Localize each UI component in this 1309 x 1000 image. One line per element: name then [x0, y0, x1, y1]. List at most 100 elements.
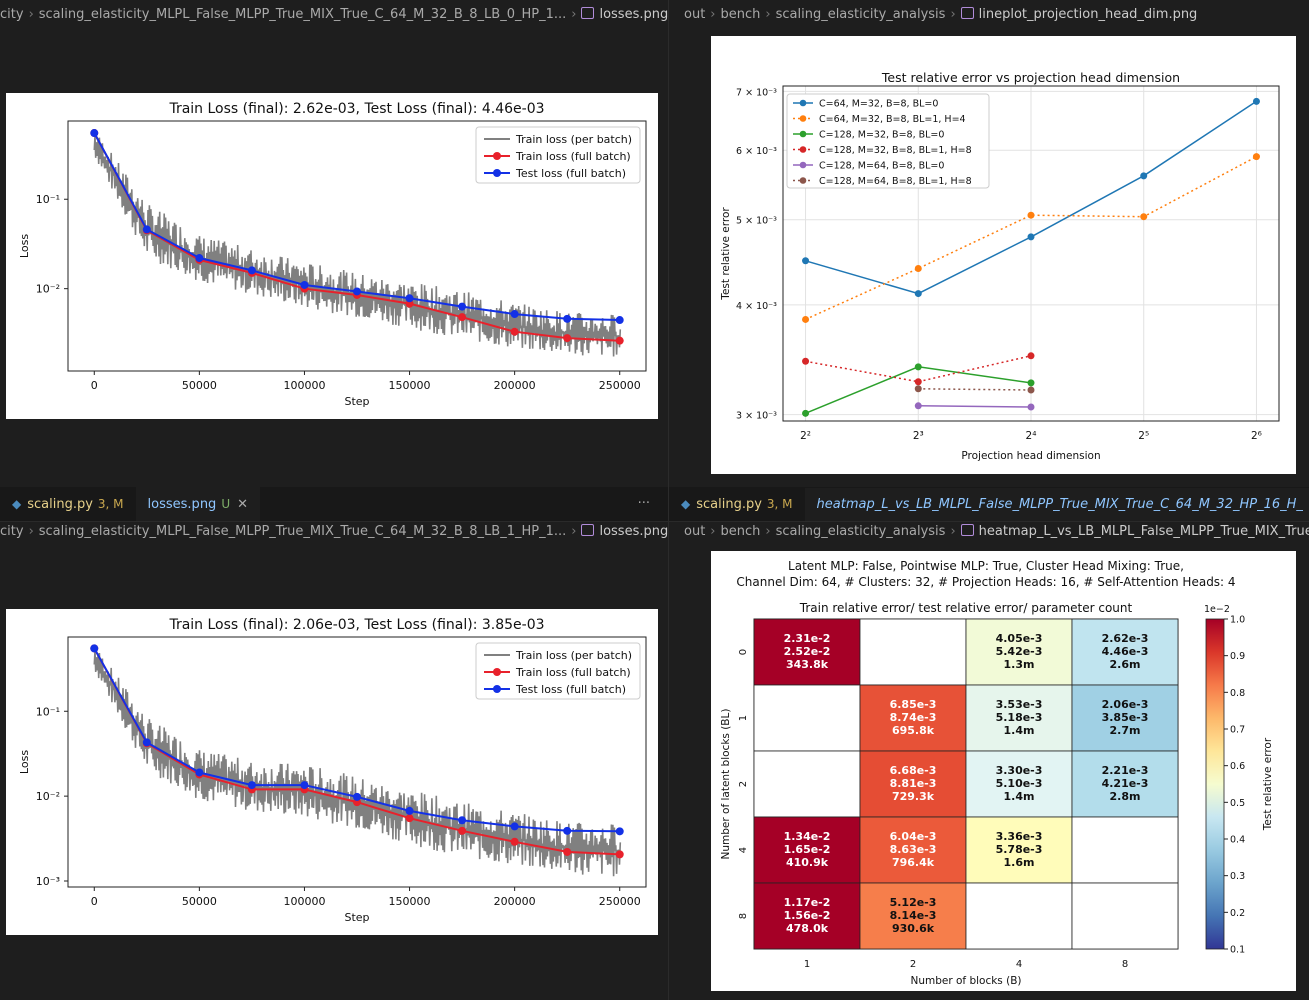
- data-point: [615, 827, 624, 836]
- data-point: [914, 378, 922, 386]
- breadcrumb: city › scaling_elasticity_MLPL_False_MLPP_…: [0, 524, 668, 539]
- plot-frame: [67, 636, 647, 888]
- pane-top-right: out › bench › scaling_elasticity_analysis › li…: [669, 0, 1309, 487]
- legend-marker: [493, 169, 501, 177]
- data-point: [405, 814, 414, 823]
- heatmap-cell-label: 3.53e-3: [996, 698, 1043, 711]
- image-file-icon: [960, 7, 974, 19]
- image-file-icon: [581, 7, 595, 19]
- breadcrumb-item[interactable]: scaling_elasticity_analysis: [775, 524, 946, 539]
- tab-scaling-py[interactable]: ◆ scaling.py 3, M: [0, 487, 136, 521]
- x-tick-label: 150000: [389, 379, 431, 392]
- data-point: [802, 409, 810, 417]
- chart-title: Latent MLP: False, Pointwise MLP: True, …: [788, 559, 1184, 573]
- heatmap-cell-label: 2.8m: [1110, 790, 1141, 803]
- legend-label: Train loss (full batch): [515, 150, 631, 163]
- legend-marker: [799, 99, 807, 107]
- chart-subtitle: Train relative error/ test relative erro…: [799, 601, 1133, 615]
- breadcrumb-file[interactable]: heatmap_L_vs_LB_MLPL_False_MLPP_True_MIX…: [978, 524, 1309, 539]
- x-tick-label: 2⁵: [1138, 430, 1149, 442]
- tab-heatmap-png[interactable]: heatmap_L_vs_LB_MLPL_False_MLPP_True_MIX…: [804, 488, 1309, 521]
- heatmap-cell-label: 729.3k: [892, 790, 935, 803]
- breadcrumb-item[interactable]: city: [0, 7, 24, 22]
- heatmap-cell-empty: [753, 684, 861, 752]
- chart-title: Test relative error vs projection head d…: [881, 70, 1180, 85]
- breadcrumb-item[interactable]: scaling_elasticity_MLPL_False_MLPP_True_…: [38, 524, 567, 539]
- heatmap-cell-label: 410.9k: [786, 856, 829, 869]
- colorbar-tick-label: 0.8: [1230, 688, 1245, 699]
- x-axis-label: Step: [344, 911, 369, 924]
- breadcrumb-file[interactable]: lineplot_projection_head_dim.png: [978, 7, 1198, 22]
- tab-losses-png[interactable]: losses.png U ✕: [135, 487, 261, 521]
- loss-chart-bottom: Train Loss (final): 2.06e-03, Test Loss …: [18, 617, 647, 924]
- colorbar-label: Test relative error: [1262, 737, 1274, 831]
- data-point: [405, 806, 414, 815]
- heatmap-cell-label: 5.10e-3: [996, 777, 1043, 790]
- data-point: [615, 850, 624, 859]
- breadcrumb-item[interactable]: out: [684, 7, 706, 22]
- y-axis-label: Loss: [18, 750, 31, 774]
- x-tick-label: 50000: [182, 379, 217, 392]
- heatmap-cell: [1071, 684, 1179, 752]
- breadcrumb-item[interactable]: city: [0, 524, 24, 539]
- data-point: [1252, 153, 1260, 161]
- heatmap-cell: [753, 618, 861, 686]
- python-icon: ◆: [12, 497, 22, 511]
- heatmap-cell-label: 2.31e-2: [784, 632, 831, 645]
- breadcrumb-item[interactable]: scaling_elasticity_analysis: [775, 7, 946, 22]
- data-point: [405, 294, 414, 303]
- y-tick-label: 10⁻²: [36, 283, 60, 296]
- data-point: [510, 327, 519, 336]
- heatmap-cell-label: 478.0k: [786, 922, 829, 935]
- more-actions-icon[interactable]: ···: [637, 496, 650, 511]
- data-point: [1140, 213, 1148, 221]
- loss-chart-top: Train Loss (final): 2.62e-03, Test Loss …: [18, 101, 647, 408]
- tab-scaling-py[interactable]: ◆ scaling.py 3, M: [669, 487, 805, 521]
- heatmap-cell-label: 2.62e-3: [1102, 632, 1149, 645]
- data-point: [914, 402, 922, 410]
- data-point: [1027, 211, 1035, 219]
- heatmap-cell-label: 4.46e-3: [1102, 645, 1149, 658]
- heatmap-cell-label: 1.34e-2: [784, 830, 831, 843]
- legend-marker: [799, 146, 807, 153]
- breadcrumb-item[interactable]: bench: [720, 7, 761, 22]
- y-tick-label: 7 × 10⁻³: [736, 87, 777, 98]
- x-tick-label: 4: [1016, 959, 1022, 970]
- x-axis-label: Projection head dimension: [961, 450, 1100, 462]
- chart-title: Train Loss (final): 2.62e-03, Test Loss …: [168, 101, 544, 117]
- legend-label: C=64, M=32, B=8, BL=0: [819, 99, 938, 110]
- breadcrumb-item[interactable]: bench: [720, 524, 761, 539]
- breadcrumb-file[interactable]: losses.png: [599, 7, 668, 22]
- x-tick-label: 200000: [494, 895, 536, 908]
- heatmap-cell-label: 1.65e-2: [784, 843, 831, 856]
- x-tick-label: 1: [804, 959, 810, 970]
- image-file-icon: [581, 524, 595, 536]
- breadcrumb-item[interactable]: scaling_elasticity_MLPL_False_MLPP_True_…: [38, 7, 567, 22]
- data-point: [914, 363, 922, 371]
- data-point: [300, 781, 309, 790]
- close-icon[interactable]: ✕: [237, 497, 249, 512]
- x-tick-label: 200000: [494, 379, 536, 392]
- data-point: [353, 287, 361, 296]
- data-point: [563, 314, 572, 323]
- heatmap-cell-empty: [1071, 882, 1179, 950]
- heatmap-cell-label: 5.12e-3: [890, 896, 937, 909]
- legend-label: C=128, M=32, B=8, BL=0: [819, 130, 944, 141]
- breadcrumb-file[interactable]: losses.png: [599, 524, 668, 539]
- colorbar-tick-label: 0.4: [1230, 835, 1245, 846]
- colorbar-tick-label: 0.7: [1230, 725, 1245, 736]
- data-point: [802, 315, 810, 323]
- data-point: [914, 265, 922, 273]
- heatmap-cell-label: 6.68e-3: [890, 764, 937, 777]
- data-point: [563, 826, 572, 835]
- data-point: [1027, 386, 1035, 394]
- heatmap-cell-label: 8.63e-3: [890, 843, 937, 856]
- heatmap-cell-label: 8.74e-3: [890, 711, 937, 724]
- image-preview: Train Loss (final): 2.62e-03, Test Loss …: [6, 93, 658, 419]
- breadcrumb-item[interactable]: out: [684, 524, 706, 539]
- python-icon: ◆: [681, 497, 691, 511]
- y-axis-label: Loss: [18, 234, 31, 258]
- legend-label: Train loss (per batch): [515, 133, 632, 146]
- heatmap-cell: [965, 750, 1073, 818]
- pane-divider[interactable]: [668, 0, 669, 1000]
